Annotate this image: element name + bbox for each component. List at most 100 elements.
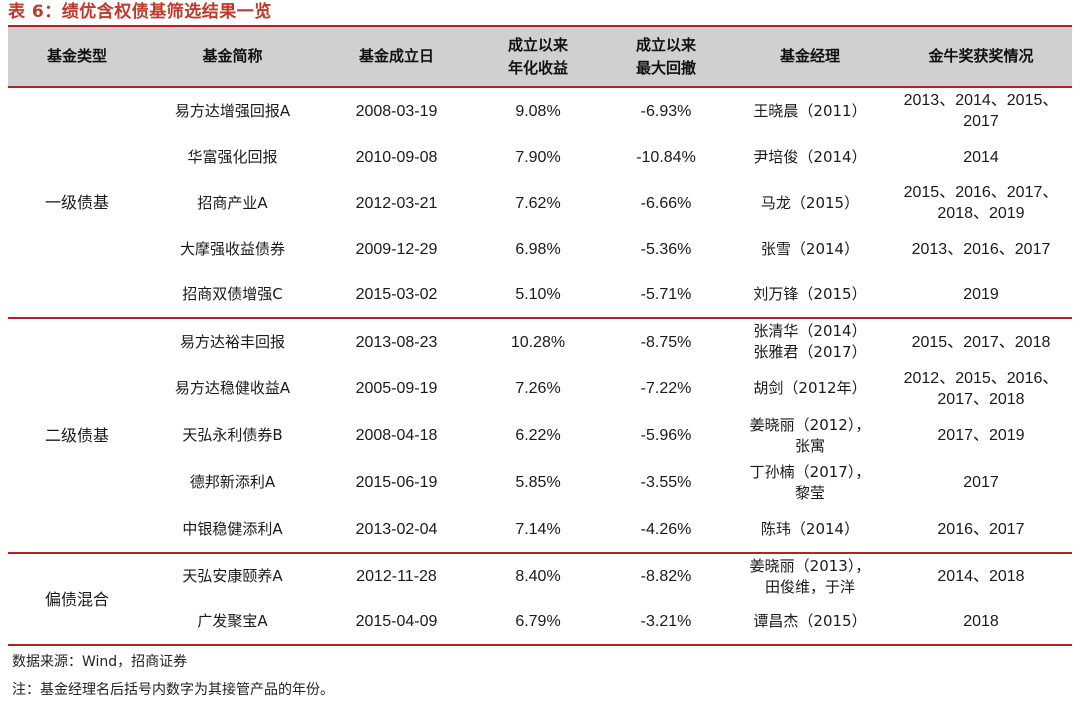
max-drawdown-cell: -7.22% <box>640 380 692 397</box>
awards-cell: 2013、2014、2015、 2017 <box>890 86 1072 134</box>
annual-return-cell: 6.22% <box>515 427 561 444</box>
table-row: 广发聚宝A 2015-04-09 6.79% -3.21% 谭昌杰（2015） 2018 <box>8 599 1072 645</box>
header-awards: 金牛奖获奖情况 <box>890 27 1072 87</box>
awards-cell: 2013、2016、2017 <box>911 240 1051 258</box>
max-drawdown-cell: -6.66% <box>640 194 692 212</box>
fund-manager-cell: 张清华（2014） 张雅君（2017） <box>730 317 890 365</box>
annual-return-cell: 8.40% <box>474 552 602 599</box>
fund-name-cell: 招商双债增强C <box>182 285 283 303</box>
fund-name-cell: 广发聚宝A <box>197 612 268 630</box>
fund-manager-cell: 刘万锋（2015） <box>753 285 867 303</box>
table-row: 招商产业A 2012-03-21 7.62% -6.66% 马龙（2015） 2015、2… <box>8 180 1072 226</box>
inception-date-cell: 2015-03-02 <box>355 286 438 303</box>
fund-type-cell: 偏债混合 <box>8 552 146 645</box>
inception-date-cell: 2015-06-19 <box>355 474 438 491</box>
max-drawdown-cell: -8.75% <box>602 317 730 365</box>
fund-type-cell: 二级债基 <box>8 317 146 553</box>
fund-type-cell: 一级债基 <box>8 86 146 318</box>
max-drawdown-cell: -3.21% <box>640 613 692 630</box>
fund-name-cell: 德邦新添利A <box>189 473 276 491</box>
max-drawdown-cell: -8.82% <box>602 552 730 599</box>
inception-date-cell: 2008-04-18 <box>355 427 438 444</box>
fund-manager-cell: 陈玮（2014） <box>760 519 860 538</box>
header-max-drawdown: 成立以来 最大回撤 <box>602 27 730 87</box>
annual-return-cell: 9.08% <box>474 86 602 134</box>
table-body: 一级债基 易方达增强回报A 2008-03-19 9.08% -6.93% 王晓晨（201… <box>8 86 1072 645</box>
fund-name-cell: 易方达裕丰回报 <box>146 317 319 365</box>
inception-date-cell: 2010-09-08 <box>355 148 438 166</box>
max-drawdown-cell: -5.36% <box>640 240 692 258</box>
fund-name-cell: 易方达稳健收益A <box>174 379 291 397</box>
table-row: 二级债基 易方达裕丰回报 2013-08-23 10.28% -8.75% 张清华（201… <box>8 317 1072 553</box>
fund-manager-cell: 王晓晨（2011） <box>730 86 890 134</box>
inception-date-cell: 2005-09-19 <box>355 380 438 397</box>
inception-date-cell: 2015-04-09 <box>355 613 438 630</box>
max-drawdown-cell: -5.96% <box>640 427 692 444</box>
footnote: 注：基金经理名后括号内数字为其接管产品的年份。 <box>12 682 334 698</box>
fund-manager-cell: 胡剑（2012年） <box>753 379 867 397</box>
fund-name-cell: 易方达增强回报A <box>146 86 319 134</box>
header-fund-type: 基金类型 <box>8 27 146 87</box>
awards-cell: 2015、2016、2017、 2018、2019 <box>903 184 1059 222</box>
fund-name-cell: 招商产业A <box>197 193 268 212</box>
awards-cell: 2014 <box>963 148 999 166</box>
annual-return-cell: 10.28% <box>474 317 602 365</box>
annual-return-cell: 7.62% <box>515 194 561 212</box>
max-drawdown-cell: -10.84% <box>636 148 696 166</box>
awards-cell: 2014、2018 <box>890 552 1072 599</box>
inception-date-cell: 2008-03-19 <box>319 86 474 134</box>
max-drawdown-cell: -4.26% <box>640 520 692 538</box>
fund-name-cell: 天弘永利债券B <box>182 426 283 444</box>
source-note: 数据来源：Wind，招商证券 <box>12 654 188 670</box>
annual-return-cell: 5.10% <box>515 286 561 303</box>
inception-date-cell: 2012-03-21 <box>355 194 438 212</box>
table-title: 表 6：绩优含权债基筛选结果一览 <box>8 2 272 22</box>
max-drawdown-cell: -5.71% <box>640 286 692 303</box>
fund-manager-cell: 丁孙楠（2017）， 黎莹 <box>749 462 871 502</box>
fund-name-cell: 中银稳健添利A <box>182 519 283 538</box>
table-row: 招商双债增强C 2015-03-02 5.10% -5.71% 刘万锋（2015） 201… <box>8 272 1072 318</box>
header-row: 基金类型 基金简称 基金成立日 成立以来 年化收益 成立以来 最大回撤 基金经理… <box>8 27 1072 87</box>
max-drawdown-cell: -3.55% <box>640 474 692 491</box>
fund-manager-cell: 姜晓丽（2013）， 田俊维，于洋 <box>730 552 890 599</box>
fund-manager-cell: 姜晓丽（2012）， 张寓 <box>749 415 871 455</box>
table-row: 中银稳健添利A 2013-02-04 7.14% -4.26% 陈玮（2014） 2016… <box>8 506 1072 553</box>
fund-manager-cell: 张雪（2014） <box>760 239 860 258</box>
inception-date-cell: 2013-08-23 <box>319 317 474 365</box>
fund-manager-cell: 谭昌杰（2015） <box>753 612 867 630</box>
fund-name-cell: 华富强化回报 <box>187 147 278 166</box>
fund-manager-cell: 马龙（2015） <box>760 193 860 212</box>
table-row: 德邦新添利A 2015-06-19 5.85% -3.55% 丁孙楠（2017）， 黎莹… <box>8 459 1072 506</box>
awards-cell: 2012、2015、2016、 2017、2018 <box>903 369 1059 408</box>
inception-date-cell: 2013-02-04 <box>355 520 438 538</box>
fund-name-cell: 天弘安康颐养A <box>146 552 319 599</box>
header-fund-manager: 基金经理 <box>730 27 890 87</box>
table-row: 大摩强收益债券 2009-12-29 6.98% -5.36% 张雪（2014） 2013… <box>8 226 1072 272</box>
annual-return-cell: 6.98% <box>515 240 561 258</box>
annual-return-cell: 5.85% <box>515 474 561 491</box>
table-row: 天弘永利债券B 2008-04-18 6.22% -5.96% 姜晓丽（2012）， 张… <box>8 412 1072 459</box>
inception-date-cell: 2009-12-29 <box>355 240 438 258</box>
awards-cell: 2016、2017 <box>937 520 1025 538</box>
table-row: 偏债混合 天弘安康颐养A 2012-11-28 8.40% -8.82% 姜晓丽（2013… <box>8 552 1072 645</box>
title-rule <box>8 25 1072 27</box>
inception-date-cell: 2012-11-28 <box>319 552 474 599</box>
annual-return-cell: 6.79% <box>515 613 561 630</box>
awards-cell: 2015、2017、2018 <box>890 317 1072 365</box>
header-inception-date: 基金成立日 <box>319 27 474 87</box>
fund-name-cell: 大摩强收益债券 <box>179 239 285 258</box>
annual-return-cell: 7.26% <box>515 380 561 397</box>
fund-screening-table: 基金类型 基金简称 基金成立日 成立以来 年化收益 成立以来 最大回撤 基金经理… <box>8 27 1072 646</box>
annual-return-cell: 7.90% <box>515 148 561 166</box>
header-annual-return: 成立以来 年化收益 <box>474 27 602 87</box>
table-row: 华富强化回报 2010-09-08 7.90% -10.84% 尹培俊（2014） 201… <box>8 134 1072 180</box>
max-drawdown-cell: -6.93% <box>602 86 730 134</box>
awards-cell: 2018 <box>963 613 999 630</box>
notes: 数据来源：Wind，招商证券 注：基金经理名后括号内数字为其接管产品的年份。 <box>12 648 334 704</box>
awards-cell: 2017 <box>963 474 999 491</box>
table-row: 一级债基 易方达增强回报A 2008-03-19 9.08% -6.93% 王晓晨（201… <box>8 86 1072 318</box>
awards-cell: 2019 <box>963 286 999 303</box>
header-fund-name: 基金简称 <box>146 27 319 87</box>
awards-cell: 2017、2019 <box>937 427 1025 444</box>
annual-return-cell: 7.14% <box>515 520 561 538</box>
